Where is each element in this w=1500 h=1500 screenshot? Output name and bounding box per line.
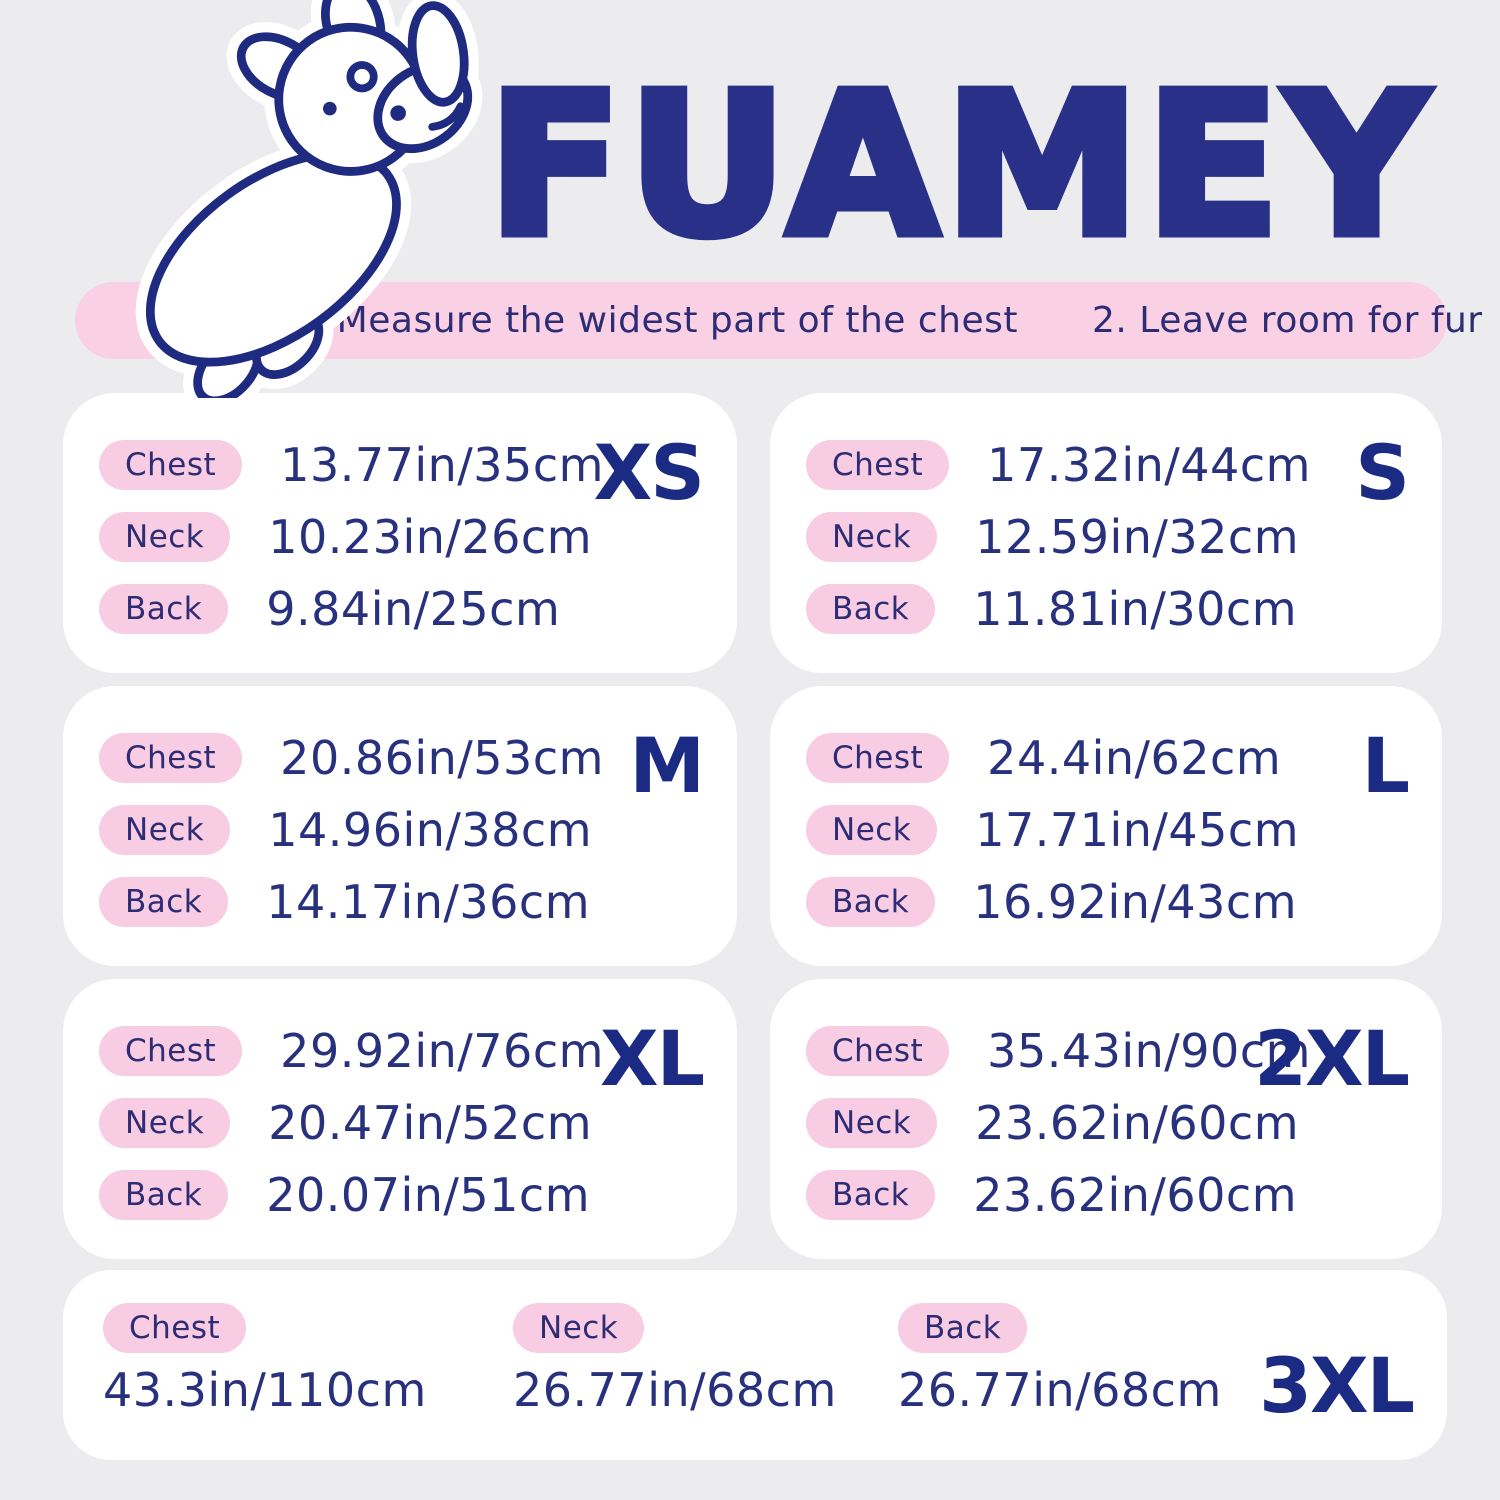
back-row: Back 20.07in/51cm bbox=[99, 1168, 697, 1222]
back-value: 26.77in/68cm bbox=[898, 1363, 1222, 1417]
chest-label-pill: Chest bbox=[99, 440, 243, 490]
size-card-grid: Chest 13.77in/35cm Neck 10.23in/26cm Bac… bbox=[63, 393, 1442, 1259]
chest-row: Chest 20.86in/53cm bbox=[99, 731, 697, 785]
neck-column: Neck 26.77in/68cm bbox=[513, 1303, 837, 1417]
back-row: Back 9.84in/25cm bbox=[99, 582, 697, 636]
neck-label-pill: Neck bbox=[806, 1098, 938, 1148]
neck-label-pill: Neck bbox=[513, 1303, 645, 1353]
chest-value: 35.43in/90cm bbox=[987, 1024, 1311, 1078]
back-label-pill: Back bbox=[898, 1303, 1028, 1353]
chest-row: Chest 29.92in/76cm bbox=[99, 1024, 697, 1078]
size-card-m: Chest 20.86in/53cm Neck 14.96in/38cm Bac… bbox=[63, 686, 737, 966]
size-letter: M bbox=[629, 721, 705, 810]
back-label-pill: Back bbox=[806, 1170, 936, 1220]
neck-value: 10.23in/26cm bbox=[268, 510, 593, 564]
neck-value: 12.59in/32cm bbox=[975, 510, 1300, 564]
back-row: Back 11.81in/30cm bbox=[806, 582, 1402, 636]
dog-mascot-icon bbox=[82, 0, 530, 398]
neck-row: Neck 12.59in/32cm bbox=[806, 510, 1402, 564]
size-card-3xl: Chest 43.3in/110cm Neck 26.77in/68cm Bac… bbox=[63, 1270, 1447, 1460]
back-label-pill: Back bbox=[99, 584, 229, 634]
size-letter: 2XL bbox=[1254, 1014, 1410, 1103]
chest-label-pill: Chest bbox=[806, 1026, 950, 1076]
neck-label-pill: Neck bbox=[806, 805, 938, 855]
neck-row: Neck 23.62in/60cm bbox=[806, 1096, 1402, 1150]
back-label-pill: Back bbox=[806, 877, 936, 927]
chest-value: 24.4in/62cm bbox=[987, 731, 1282, 785]
neck-row: Neck 20.47in/52cm bbox=[99, 1096, 697, 1150]
neck-value: 17.71in/45cm bbox=[975, 803, 1300, 857]
back-row: Back 23.62in/60cm bbox=[806, 1168, 1402, 1222]
chest-value: 43.3in/110cm bbox=[103, 1363, 427, 1417]
chest-label-pill: Chest bbox=[806, 440, 950, 490]
back-column: Back 26.77in/68cm bbox=[898, 1303, 1222, 1417]
size-card-2xl: Chest 35.43in/90cm Neck 23.62in/60cm Bac… bbox=[770, 979, 1442, 1259]
size-card-l: Chest 24.4in/62cm Neck 17.71in/45cm Back… bbox=[770, 686, 1442, 966]
size-letter: S bbox=[1355, 428, 1410, 517]
chest-label-pill: Chest bbox=[806, 733, 950, 783]
chest-row: Chest 17.32in/44cm bbox=[806, 438, 1402, 492]
neck-label-pill: Neck bbox=[806, 512, 938, 562]
size-card-xl: Chest 29.92in/76cm Neck 20.47in/52cm Bac… bbox=[63, 979, 737, 1259]
chest-label-pill: Chest bbox=[99, 1026, 243, 1076]
back-value: 20.07in/51cm bbox=[266, 1168, 591, 1222]
chest-value: 20.86in/53cm bbox=[280, 731, 604, 785]
back-label-pill: Back bbox=[99, 1170, 229, 1220]
back-row: Back 16.92in/43cm bbox=[806, 875, 1402, 929]
size-letter: XS bbox=[593, 428, 705, 517]
back-value: 14.17in/36cm bbox=[266, 875, 591, 929]
chest-row: Chest 35.43in/90cm bbox=[806, 1024, 1402, 1078]
neck-value: 20.47in/52cm bbox=[268, 1096, 593, 1150]
neck-label-pill: Neck bbox=[99, 805, 231, 855]
neck-row: Neck 17.71in/45cm bbox=[806, 803, 1402, 857]
neck-row: Neck 14.96in/38cm bbox=[99, 803, 697, 857]
brand-logo-text: FUAMEY bbox=[484, 52, 1434, 280]
chest-row: Chest 24.4in/62cm bbox=[806, 731, 1402, 785]
size-letter: 3XL bbox=[1259, 1341, 1415, 1430]
neck-value: 26.77in/68cm bbox=[513, 1363, 837, 1417]
neck-row: Neck 10.23in/26cm bbox=[99, 510, 697, 564]
instruction-step-2: 2. Leave room for fur bbox=[1091, 300, 1483, 341]
neck-value: 23.62in/60cm bbox=[975, 1096, 1300, 1150]
chest-value: 17.32in/44cm bbox=[987, 438, 1311, 492]
chest-label-pill: Chest bbox=[103, 1303, 247, 1353]
neck-label-pill: Neck bbox=[99, 1098, 231, 1148]
back-value: 23.62in/60cm bbox=[973, 1168, 1298, 1222]
back-label-pill: Back bbox=[99, 877, 229, 927]
chest-row: Chest 13.77in/35cm bbox=[99, 438, 697, 492]
back-label-pill: Back bbox=[806, 584, 936, 634]
back-value: 16.92in/43cm bbox=[973, 875, 1298, 929]
size-card-xs: Chest 13.77in/35cm Neck 10.23in/26cm Bac… bbox=[63, 393, 737, 673]
back-value: 11.81in/30cm bbox=[973, 582, 1298, 636]
chest-column: Chest 43.3in/110cm bbox=[103, 1303, 427, 1417]
instruction-step-1: 1. Measure the widest part of the chest bbox=[289, 300, 1018, 341]
chest-value: 29.92in/76cm bbox=[280, 1024, 604, 1078]
back-value: 9.84in/25cm bbox=[266, 582, 561, 636]
size-letter: L bbox=[1361, 721, 1410, 810]
chest-value: 13.77in/35cm bbox=[280, 438, 604, 492]
neck-label-pill: Neck bbox=[99, 512, 231, 562]
neck-value: 14.96in/38cm bbox=[268, 803, 593, 857]
chest-label-pill: Chest bbox=[99, 733, 243, 783]
size-card-s: Chest 17.32in/44cm Neck 12.59in/32cm Bac… bbox=[770, 393, 1442, 673]
size-letter: XL bbox=[599, 1014, 705, 1103]
back-row: Back 14.17in/36cm bbox=[99, 875, 697, 929]
